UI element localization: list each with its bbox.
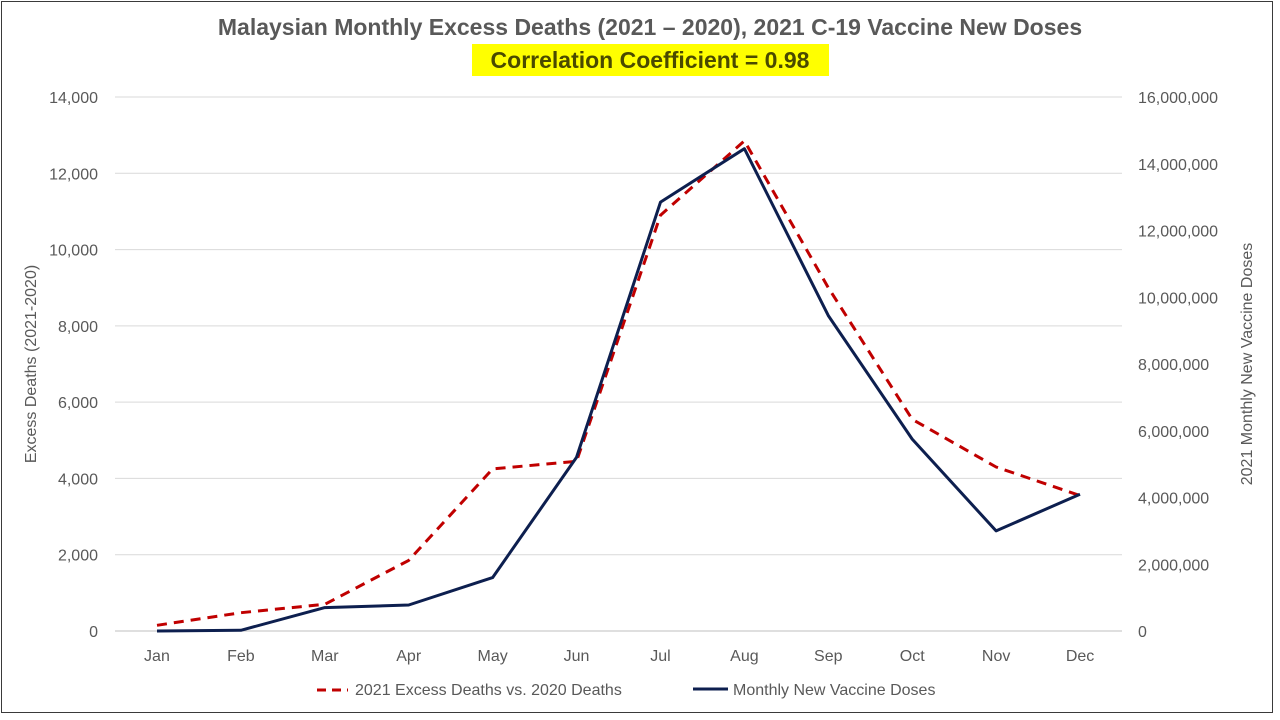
right-tick-label: 14,000,000 [1138, 157, 1218, 174]
subtitle-highlight [472, 44, 829, 76]
left-axis-ticks: 0 2,000 4,000 6,000 8,000 10,000 12,000 14,000 [49, 90, 98, 641]
right-tick-label: 0 [1138, 624, 1147, 641]
legend-label-excess-deaths: 2021 Excess Deaths vs. 2020 Deaths [355, 682, 622, 699]
chart-title: Malaysian Monthly Excess Deaths (2021 – … [218, 14, 1082, 40]
right-tick-label: 4,000,000 [1138, 491, 1209, 508]
right-axis-ticks: 0 2,000,000 4,000,000 6,000,000 8,000,000 10,… [1138, 90, 1218, 641]
right-tick-label: 12,000,000 [1138, 224, 1218, 241]
left-tick-label: 12,000 [49, 166, 98, 183]
series-layer [156, 139, 1081, 633]
right-tick-label: 16,000,000 [1138, 90, 1218, 107]
left-tick-label: 2,000 [58, 548, 98, 565]
x-tick-label: Jul [650, 648, 670, 665]
right-tick-label: 2,000,000 [1138, 557, 1209, 574]
x-tick-label: Dec [1066, 648, 1094, 665]
x-tick-label: Oct [900, 648, 925, 665]
x-tick-label: May [478, 648, 508, 665]
chart-subtitle: Correlation Coefficient = 0.98 [491, 47, 810, 73]
left-tick-label: 8,000 [58, 319, 98, 336]
left-tick-label: 14,000 [49, 90, 98, 107]
x-tick-label: Aug [730, 648, 758, 665]
gridlines [115, 96, 1122, 632]
x-tick-label: Feb [227, 648, 255, 665]
left-tick-label: 4,000 [58, 471, 98, 488]
x-tick-label: Sep [814, 648, 843, 665]
right-tick-label: 10,000,000 [1138, 290, 1218, 307]
right-axis-title: 2021 Monthly New Vaccine Doses [1239, 243, 1256, 486]
left-tick-label: 10,000 [49, 243, 98, 260]
right-tick-label: 8,000,000 [1138, 357, 1209, 374]
x-tick-label: Nov [982, 648, 1010, 665]
series-line-excess-deaths [156, 139, 1081, 627]
series-line-vaccine-doses [156, 147, 1081, 633]
legend: 2021 Excess Deaths vs. 2020 Deaths Month… [317, 682, 935, 699]
left-axis-title: Excess Deaths (2021-2020) [23, 265, 40, 463]
x-tick-label: Apr [396, 648, 422, 665]
x-tick-label: Mar [311, 648, 339, 665]
x-tick-label: Jan [144, 648, 170, 665]
x-tick-label: Jun [564, 648, 590, 665]
left-tick-label: 6,000 [58, 395, 98, 412]
left-tick-label: 0 [89, 624, 98, 641]
x-axis-ticks: Jan Feb Mar Apr May Jun Jul Aug Sep Oct Nov Dec [144, 648, 1094, 665]
right-tick-label: 6,000,000 [1138, 424, 1209, 441]
legend-label-vaccine-doses: Monthly New Vaccine Doses [733, 682, 935, 699]
